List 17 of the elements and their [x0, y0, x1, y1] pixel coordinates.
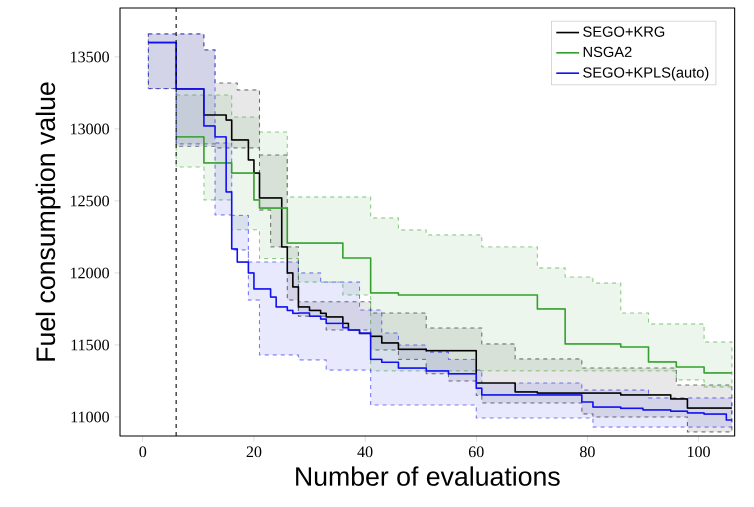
y-axis-title: Fuel consumption value: [36, 82, 60, 361]
y-tick-label: 12500: [71, 196, 109, 206]
x-tick-label: 60: [468, 446, 484, 458]
legend-label: SEGO+KPLS(auto): [583, 66, 708, 81]
x-tick-label: 40: [357, 446, 372, 458]
y-tick-label: 13000: [71, 124, 109, 134]
legend-label: SEGO+KRG: [583, 26, 664, 37]
y-tick-label: 11500: [72, 340, 109, 350]
y-tick-label: 11000: [72, 412, 109, 422]
x-axis-title: Number of evaluations: [296, 466, 560, 486]
y-tick-label: 13500: [71, 52, 109, 62]
x-tick-label: 20: [246, 446, 262, 458]
x-tick-label: 100: [688, 446, 710, 458]
x-tick-label: 80: [580, 446, 595, 458]
y-tick-label: 12000: [71, 268, 109, 278]
legend-label: NSGA2: [584, 46, 632, 58]
x-tick-label: 0: [139, 446, 146, 458]
